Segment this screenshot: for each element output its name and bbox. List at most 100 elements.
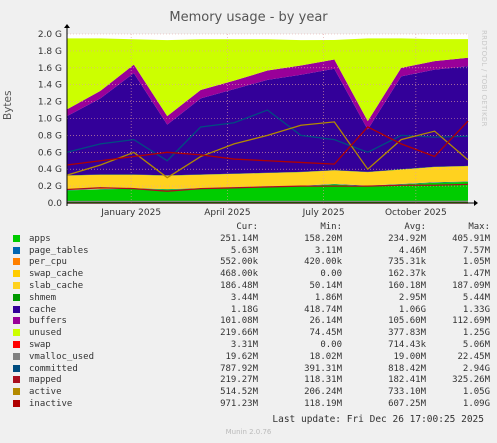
legend-cur: 1.18G: [230, 304, 258, 315]
legend-max: 1.05G: [462, 387, 490, 398]
chart-title: Memory usage - by year: [169, 10, 328, 25]
legend-min: 118.19M: [304, 398, 342, 409]
legend-avg: 2.95M: [398, 292, 426, 303]
legend-max: 112.69M: [452, 316, 490, 327]
legend-name: active: [29, 387, 62, 398]
legend-cur: 514.52M: [220, 387, 258, 398]
legend-swatch: [13, 376, 20, 384]
legend-swatch: [13, 281, 20, 289]
legend-avg: 162.37k: [388, 269, 426, 280]
legend-avg: 182.41M: [388, 375, 426, 386]
legend-avg: 377.83M: [388, 328, 426, 339]
area-buffers: [67, 57, 468, 130]
legend-swatch: [13, 246, 20, 254]
legend-row: cache 1.18G 418.74M 1.06G 1.33G: [8, 305, 490, 317]
munin-version: Munin 2.0.76: [225, 428, 272, 436]
legend-row: committed 787.92M 391.31M 818.42M 2.94G: [8, 364, 490, 376]
legend-cur: 219.27M: [220, 375, 258, 386]
legend-min: 118.31M: [304, 375, 342, 386]
legend-cur: 219.66M: [220, 328, 258, 339]
line-inactive: [66, 120, 469, 166]
legend-row: per_cpu 552.00k 420.00k 735.31k 1.05M: [8, 257, 490, 269]
legend-row: inactive 971.23M 118.19M 607.25M 1.09G: [8, 399, 490, 411]
legend-name: slab_cache: [29, 280, 84, 291]
legend-row: unused 219.66M 74.45M 377.83M 1.25G: [8, 328, 490, 340]
legend-swatch: [13, 329, 20, 337]
legend-cur: 552.00k: [220, 257, 258, 268]
x-tick-label: July 2025: [302, 208, 345, 218]
y-tick-label: 2.0 G: [38, 30, 62, 40]
legend-max: 1.25G: [462, 328, 490, 339]
legend-name: swap_cache: [29, 269, 84, 280]
legend-row: mapped 219.27M 118.31M 182.41M 325.26M: [8, 375, 490, 387]
legend-max: 2.94G: [462, 363, 490, 374]
legend-row: page_tables 5.63M 3.11M 4.46M 7.57M: [8, 246, 490, 258]
legend-min: 391.31M: [304, 363, 342, 374]
legend-min: 158.20M: [304, 233, 342, 244]
legend-name: vmalloc_used: [29, 351, 95, 362]
legend-cur: 971.23M: [220, 398, 258, 409]
last-update: Last update: Fri Dec 26 17:00:25 2025: [272, 414, 484, 425]
legend-min: 418.74M: [304, 304, 342, 315]
legend-swatch: [13, 234, 20, 242]
legend-swatch: [13, 293, 20, 301]
legend-row: slab_cache 186.48M 50.14M 160.18M 187.09M: [8, 281, 490, 293]
legend-avg: 818.42M: [388, 363, 426, 374]
legend-max: 1.05M: [462, 257, 490, 268]
y-tick-label: 1.0 G: [38, 115, 62, 125]
legend-swatch: [13, 388, 20, 396]
legend-avg: 607.25M: [388, 398, 426, 409]
legend-cur: 787.92M: [220, 363, 258, 374]
legend-max: 405.91M: [452, 233, 490, 244]
legend-name: buffers: [29, 316, 67, 327]
legend-name: inactive: [29, 398, 73, 409]
legend-swatch: [13, 340, 20, 348]
legend-swatch: [13, 364, 20, 372]
legend-max: 5.44M: [462, 292, 490, 303]
y-tick-label: 0.0: [48, 199, 63, 209]
legend-cur: 186.48M: [220, 280, 258, 291]
col-avg: Avg:: [404, 222, 426, 232]
area-unused: [67, 38, 468, 122]
line-committed: [66, 109, 469, 162]
rrdtool-watermark: RRDTOOL / TOBI OETIKER: [480, 30, 488, 127]
legend-name: swap: [29, 339, 51, 350]
legend-name: unused: [29, 328, 62, 339]
x-tick-label: October 2025: [385, 208, 447, 218]
legend-max: 7.57M: [462, 245, 490, 256]
legend-min: 420.00k: [304, 257, 342, 268]
legend-max: 1.47M: [462, 269, 490, 280]
y-tick-label: 0.4 G: [38, 165, 62, 175]
legend-max: 22.45M: [457, 351, 490, 362]
legend-max: 1.09G: [462, 398, 490, 409]
legend-min: 18.02M: [309, 351, 342, 362]
col-min: Min:: [320, 222, 342, 232]
legend-min: 26.14M: [309, 316, 342, 327]
legend-min: 0.00: [320, 339, 342, 350]
legend-avg: 234.92M: [388, 233, 426, 244]
legend-name: per_cpu: [29, 257, 67, 268]
y-tick-label: 0.6 G: [38, 148, 62, 158]
legend-table: Cur: Min: Avg: Max: apps 251.14M 158.20M 23…: [8, 222, 490, 411]
legend-swatch: [13, 270, 20, 278]
legend-avg: 105.60M: [388, 316, 426, 327]
chart-plot: 0.0 0.2 G 0.4 G 0.6 G 0.8 G 1.0 G 1.2 G 1.4 G 1.…: [38, 24, 478, 218]
legend-cur: 5.63M: [230, 245, 258, 256]
legend-min: 0.00: [320, 269, 342, 280]
legend-header-row: Cur: Min: Avg: Max:: [8, 222, 490, 234]
y-tick-label: 1.2 G: [38, 98, 62, 108]
legend-name: shmem: [29, 292, 57, 303]
legend-row: swap 3.31M 0.00 714.43k 5.06M: [8, 340, 490, 352]
line-mapped: [66, 183, 469, 192]
legend-cur: 468.00k: [220, 269, 258, 280]
legend-name: committed: [29, 363, 78, 374]
area-cache: [67, 66, 468, 176]
legend-avg: 735.31k: [388, 257, 426, 268]
legend-cur: 3.31M: [230, 339, 258, 350]
legend-min: 3.11M: [314, 245, 342, 256]
legend-swatch: [13, 399, 20, 407]
legend-cur: 101.08M: [220, 316, 258, 327]
legend-avg: 4.46M: [398, 245, 426, 256]
y-tick-label: 1.6 G: [38, 64, 62, 74]
